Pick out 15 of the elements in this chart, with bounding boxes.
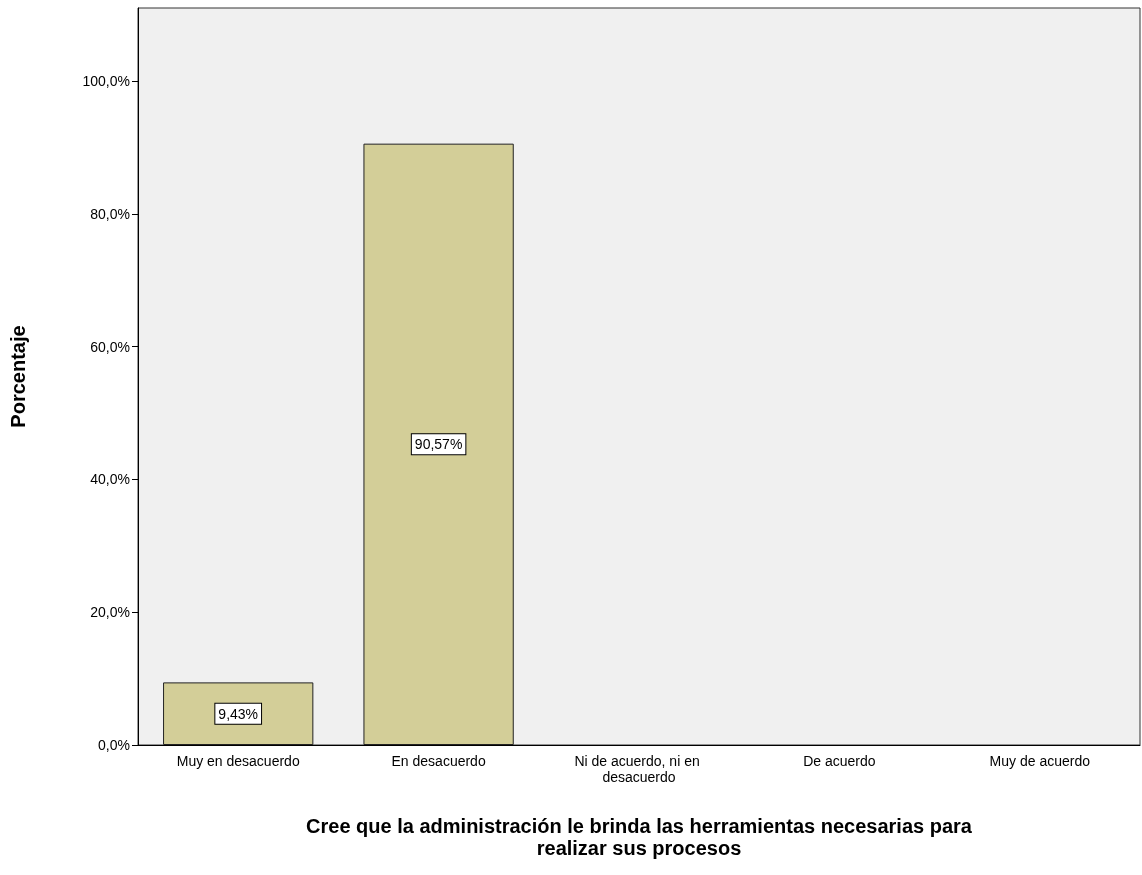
y-tick-label: 0,0% [98, 737, 130, 753]
x-tick-label: Muy en desacuerdo [176, 753, 300, 769]
data-label: 9,43% [218, 705, 259, 722]
y-tick-label: 60,0% [90, 338, 130, 355]
y-tick-label: 40,0% [90, 471, 130, 488]
x-tick-label: Ni de acuerdo, ni en desacuerdo [574, 753, 704, 785]
x-tick-label: De acuerdo [803, 753, 876, 769]
y-tick-label: 100,0% [82, 73, 130, 90]
y-axis-title: Porcentaje [7, 325, 29, 428]
x-tick-label: En desacuerdo [391, 753, 486, 769]
y-tick-label: 20,0% [90, 604, 130, 621]
y-tick-label: 80,0% [90, 205, 130, 222]
x-tick-label: Muy de acuerdo [989, 753, 1091, 769]
x-axis-title: Cree que la administración le brinda las herramientas necesarias para realizar sus procesos [306, 815, 973, 859]
data-label: 90,57% [414, 436, 463, 453]
